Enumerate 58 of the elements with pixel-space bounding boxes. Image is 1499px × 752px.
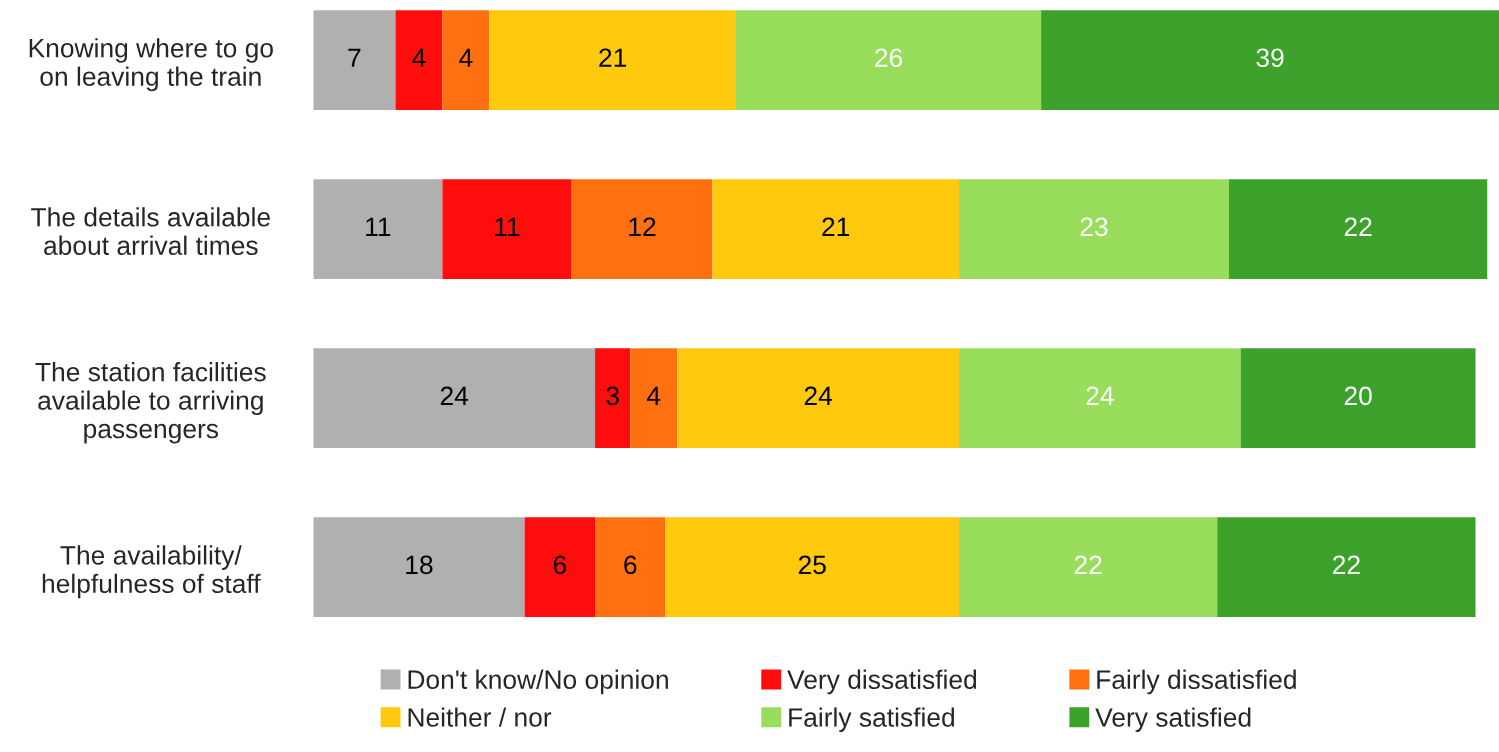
legend-label: Very satisfied — [1095, 707, 1251, 733]
data-label: 4 — [412, 48, 426, 67]
bar — [313, 517, 525, 618]
data-label: 21 — [822, 217, 850, 236]
bar — [442, 10, 490, 110]
bar — [1240, 348, 1476, 448]
data-label: 39 — [1256, 48, 1284, 68]
bar — [958, 179, 1229, 279]
y-tick-label: Knowing where to go on leaving the train — [29, 38, 273, 92]
data-label: 21 — [599, 48, 627, 67]
data-label: 24 — [1086, 386, 1114, 405]
data-label: 26 — [875, 48, 903, 68]
bar — [958, 517, 1218, 618]
data-label: 24 — [804, 386, 832, 405]
y-tick-label: The station facilities available to arriving passengers — [35, 362, 266, 444]
data-label: 4 — [459, 48, 473, 67]
bar — [677, 348, 959, 448]
data-label: 22 — [1074, 555, 1102, 574]
bar — [395, 10, 443, 110]
legend-label: Fairly satisfied — [789, 707, 954, 733]
bar — [712, 179, 959, 279]
data-label: 7 — [348, 48, 361, 67]
bar — [1228, 179, 1488, 279]
bar — [489, 10, 736, 110]
data-label: 3 — [606, 386, 619, 406]
legend-label: Neither / nor — [408, 707, 552, 727]
data-label: 25 — [798, 555, 826, 575]
data-label: 24 — [440, 386, 469, 405]
bar — [958, 348, 1241, 448]
data-label: 6 — [553, 555, 566, 575]
y-tick-label: The details available about arrival times — [31, 207, 270, 256]
bar — [313, 348, 596, 448]
bar — [442, 179, 572, 279]
bar — [1217, 517, 1476, 618]
data-label: 11 — [366, 217, 391, 236]
data-label: 4 — [647, 386, 661, 405]
bar — [571, 179, 713, 279]
bar — [665, 517, 959, 618]
data-label: 22 — [1333, 555, 1360, 574]
bar — [630, 348, 678, 448]
data-label: 20 — [1344, 386, 1372, 406]
bar — [1041, 10, 1499, 110]
data-label: 23 — [1080, 217, 1108, 237]
data-label: 18 — [406, 555, 433, 575]
bar — [313, 179, 443, 279]
bar — [313, 10, 396, 110]
bar — [524, 517, 596, 618]
legend-label: Fairly dissatisfied — [1097, 669, 1296, 695]
data-label: 6 — [624, 555, 637, 575]
data-label: 12 — [629, 217, 656, 236]
y-tick-label: The availability/ helpfulness of staff — [42, 545, 261, 599]
bar — [735, 10, 1042, 110]
bar — [595, 348, 631, 448]
legend-label: Very dissatisfied — [787, 669, 977, 695]
data-label: 22 — [1344, 217, 1372, 236]
legend-label: Don't know/No opinion — [408, 669, 668, 695]
bar — [595, 517, 666, 618]
data-label: 11 — [495, 217, 520, 236]
